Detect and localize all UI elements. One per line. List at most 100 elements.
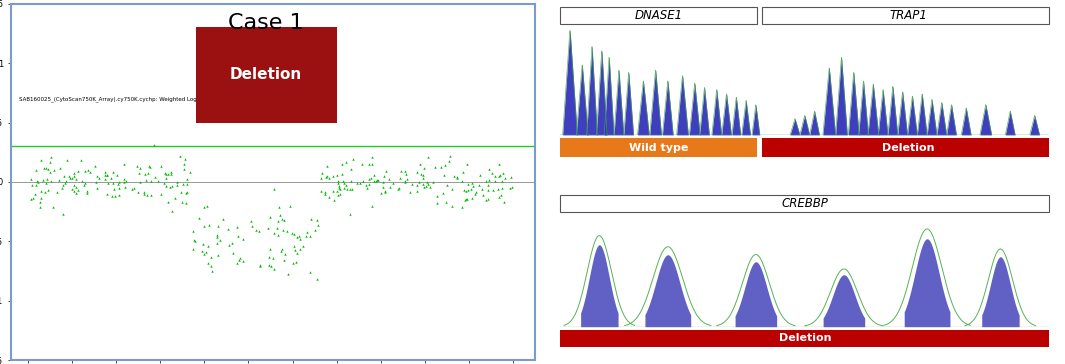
- Point: [29, 178, 46, 184]
- Point: [455, 169, 472, 175]
- Point: [99, 180, 116, 186]
- Point: [273, 248, 290, 254]
- Point: [298, 230, 315, 236]
- Point: [177, 156, 194, 162]
- Point: [131, 165, 148, 171]
- Point: [333, 171, 350, 177]
- Point: [199, 203, 216, 209]
- Point: [376, 173, 393, 179]
- Point: [33, 157, 50, 163]
- Point: [466, 189, 484, 195]
- Point: [463, 181, 480, 186]
- Text: CREBBP: CREBBP: [782, 197, 829, 210]
- Point: [69, 187, 86, 193]
- Point: [202, 254, 219, 260]
- Point: [351, 181, 368, 186]
- Point: [142, 165, 159, 170]
- Point: [495, 171, 512, 177]
- Point: [479, 187, 496, 193]
- Point: [412, 161, 429, 167]
- Point: [316, 191, 333, 197]
- Point: [397, 179, 414, 185]
- Point: [448, 175, 465, 181]
- Point: [106, 194, 124, 199]
- Point: [376, 189, 393, 195]
- Point: [178, 190, 195, 196]
- Text: B: B: [540, 0, 555, 2]
- Point: [363, 154, 380, 160]
- Point: [37, 180, 54, 186]
- Point: [275, 257, 292, 262]
- Point: [157, 171, 174, 177]
- Point: [138, 192, 155, 198]
- Text: Wild type: Wild type: [629, 142, 688, 153]
- Point: [338, 159, 355, 165]
- Point: [487, 173, 504, 179]
- Point: [35, 165, 52, 171]
- Point: [279, 229, 296, 234]
- Point: [179, 189, 196, 194]
- Point: [179, 181, 196, 187]
- Point: [234, 236, 251, 241]
- Point: [194, 241, 211, 246]
- Point: [441, 158, 458, 164]
- Point: [72, 157, 89, 163]
- Point: [316, 190, 333, 195]
- Point: [318, 174, 335, 179]
- Point: [229, 233, 246, 239]
- Point: [420, 155, 437, 161]
- Point: [212, 237, 229, 243]
- Point: [174, 199, 191, 205]
- Point: [30, 179, 47, 185]
- Point: [37, 166, 54, 171]
- Point: [375, 179, 392, 185]
- Point: [24, 195, 42, 201]
- Point: [285, 243, 302, 249]
- Point: [312, 175, 329, 181]
- Point: [171, 153, 189, 159]
- Point: [168, 182, 185, 187]
- Point: [326, 197, 343, 203]
- Point: [294, 243, 311, 249]
- Point: [102, 175, 119, 181]
- Point: [289, 250, 306, 256]
- Point: [456, 187, 473, 193]
- Point: [341, 186, 358, 192]
- Point: [224, 240, 241, 245]
- Point: [358, 185, 375, 191]
- Point: [265, 266, 282, 272]
- Point: [53, 186, 70, 191]
- Point: [105, 186, 122, 192]
- Point: [284, 261, 301, 266]
- Point: [104, 180, 121, 186]
- Point: [409, 182, 426, 187]
- Point: [329, 192, 346, 198]
- Point: [471, 182, 488, 187]
- Point: [59, 157, 76, 163]
- Text: SAB160025_(CytoScan750K_Array).cy750K.cychp: Weighted Log2 Ratio: SAB160025_(CytoScan750K_Array).cy750K.cy…: [19, 96, 216, 102]
- Point: [69, 168, 86, 174]
- Point: [261, 262, 278, 268]
- Point: [504, 184, 521, 190]
- Point: [202, 263, 219, 269]
- Point: [392, 168, 409, 174]
- Point: [203, 269, 220, 274]
- Point: [110, 185, 127, 191]
- Point: [444, 203, 461, 209]
- Point: [155, 180, 173, 186]
- Point: [243, 218, 260, 224]
- Point: [199, 261, 216, 266]
- Point: [178, 200, 195, 206]
- Point: [268, 225, 285, 231]
- Point: [173, 189, 190, 195]
- Point: [338, 182, 355, 188]
- Point: [474, 192, 491, 198]
- Point: [65, 188, 82, 194]
- Point: [414, 175, 431, 181]
- Point: [168, 179, 185, 185]
- Point: [116, 162, 133, 167]
- Point: [437, 162, 454, 168]
- Point: [27, 191, 44, 197]
- Point: [291, 246, 308, 252]
- Point: [373, 190, 390, 196]
